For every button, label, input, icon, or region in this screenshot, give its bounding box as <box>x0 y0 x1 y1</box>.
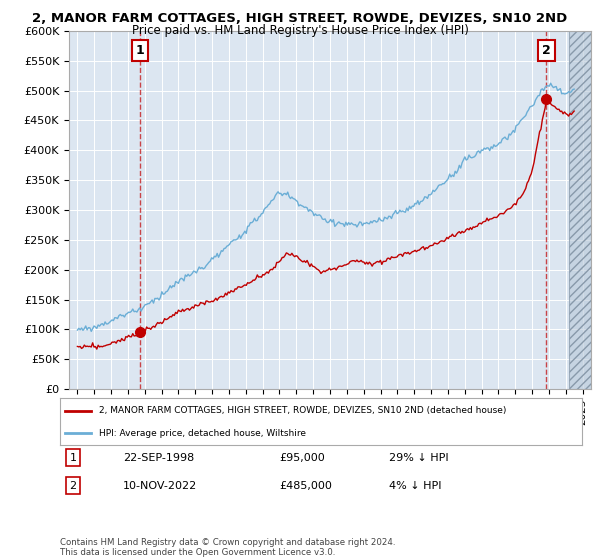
Text: HPI: Average price, detached house, Wiltshire: HPI: Average price, detached house, Wilt… <box>99 429 306 438</box>
Text: 1: 1 <box>70 452 77 463</box>
Text: 2: 2 <box>542 44 551 57</box>
Text: 29% ↓ HPI: 29% ↓ HPI <box>389 452 448 463</box>
Text: £95,000: £95,000 <box>279 452 325 463</box>
Bar <box>569 31 591 389</box>
Text: 4% ↓ HPI: 4% ↓ HPI <box>389 480 442 491</box>
Text: 1: 1 <box>136 44 145 57</box>
Text: 22-SEP-1998: 22-SEP-1998 <box>122 452 194 463</box>
Text: 2: 2 <box>70 480 77 491</box>
Text: 2, MANOR FARM COTTAGES, HIGH STREET, ROWDE, DEVIZES, SN10 2ND (detached house): 2, MANOR FARM COTTAGES, HIGH STREET, ROW… <box>99 407 506 416</box>
Text: Contains HM Land Registry data © Crown copyright and database right 2024.
This d: Contains HM Land Registry data © Crown c… <box>60 538 395 557</box>
Text: £485,000: £485,000 <box>279 480 332 491</box>
Bar <box>569 31 591 389</box>
Text: 10-NOV-2022: 10-NOV-2022 <box>122 480 197 491</box>
Text: Price paid vs. HM Land Registry's House Price Index (HPI): Price paid vs. HM Land Registry's House … <box>131 24 469 36</box>
Text: 2, MANOR FARM COTTAGES, HIGH STREET, ROWDE, DEVIZES, SN10 2ND: 2, MANOR FARM COTTAGES, HIGH STREET, ROW… <box>32 12 568 25</box>
